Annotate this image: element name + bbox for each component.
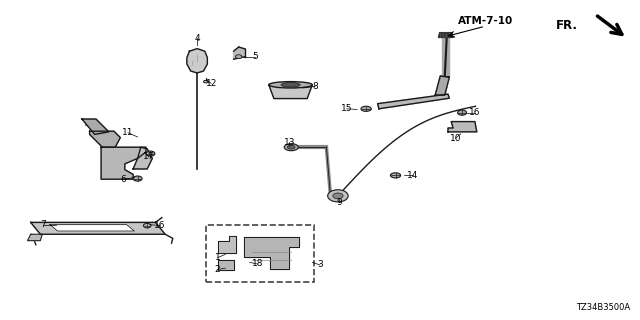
Polygon shape [218,236,236,253]
Ellipse shape [287,145,295,149]
Ellipse shape [333,193,343,199]
Text: 14: 14 [407,171,419,180]
Text: 15: 15 [341,104,353,113]
Polygon shape [448,122,477,132]
Ellipse shape [328,190,348,202]
Ellipse shape [458,110,467,115]
Text: ATM-7-10: ATM-7-10 [458,16,513,26]
Text: 2: 2 [215,265,220,274]
Text: 8: 8 [312,82,317,91]
Text: 11: 11 [122,128,134,137]
Ellipse shape [281,83,300,87]
Bar [206,225,314,282]
Ellipse shape [133,176,142,181]
Polygon shape [234,47,245,59]
Text: 4: 4 [195,34,200,43]
Polygon shape [28,234,42,241]
Ellipse shape [236,55,242,59]
Ellipse shape [143,223,151,228]
Text: 9: 9 [337,198,342,207]
Text: 1: 1 [215,253,220,262]
Ellipse shape [269,82,312,88]
Ellipse shape [204,80,209,83]
Ellipse shape [146,151,155,156]
Polygon shape [82,119,109,134]
Text: 3: 3 [317,260,323,269]
Text: TZ34B3500A: TZ34B3500A [576,303,630,312]
Polygon shape [31,222,165,234]
Text: 13: 13 [284,138,295,147]
Polygon shape [133,147,152,169]
Polygon shape [50,225,134,231]
Text: 17: 17 [143,152,154,161]
Ellipse shape [284,144,298,151]
Polygon shape [269,85,312,99]
Text: 16: 16 [154,221,166,230]
Polygon shape [442,37,449,76]
Polygon shape [435,76,449,95]
Text: 5: 5 [252,52,257,61]
Text: 7: 7 [41,220,46,229]
Text: 16: 16 [469,108,481,117]
Text: 10: 10 [450,134,461,143]
Text: 12: 12 [205,79,217,88]
Polygon shape [187,49,207,73]
Polygon shape [218,260,234,270]
Text: FR.: FR. [556,19,577,32]
Text: 18: 18 [252,260,263,268]
Polygon shape [438,33,453,37]
Ellipse shape [361,106,371,111]
Text: 6: 6 [120,175,125,184]
Polygon shape [244,237,299,269]
Ellipse shape [390,173,401,178]
Polygon shape [90,131,120,147]
Polygon shape [378,94,449,109]
Polygon shape [101,147,146,179]
